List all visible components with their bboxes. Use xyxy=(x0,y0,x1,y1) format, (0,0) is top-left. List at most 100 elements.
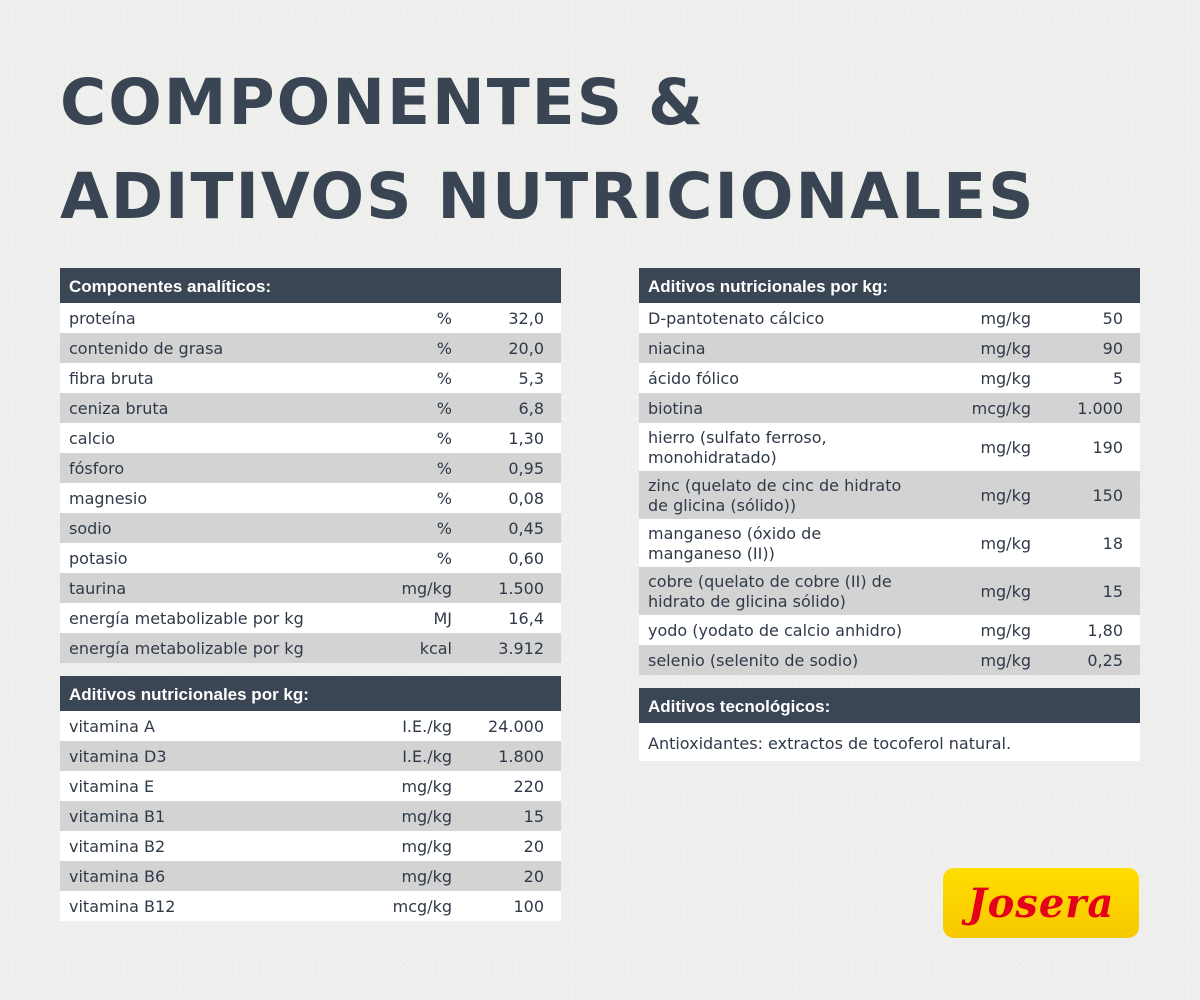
nutrient-name: taurina xyxy=(69,579,127,598)
nutrient-unit: mg/kg xyxy=(980,620,1031,640)
table-row: vitamina B1 mg/kg 15 xyxy=(60,801,561,831)
nutrient-value: 5,3 xyxy=(518,368,544,388)
nutrient-value: 24.000 xyxy=(488,716,544,736)
nutrient-name: magnesio xyxy=(69,489,148,508)
nutrient-value: 50 xyxy=(1102,308,1123,328)
mineral-additives-header: Aditivos nutricionales por kg: xyxy=(639,268,1140,303)
nutrient-name: D-pantotenato cálcico xyxy=(648,309,825,328)
table-row: taurina mg/kg 1.500 xyxy=(60,573,561,603)
table-row: cobre (quelato de cobre (II) de hidrato … xyxy=(639,567,1140,615)
table-row: potasio% 0,60 xyxy=(60,543,561,573)
nutrient-unit: mcg/kg xyxy=(971,398,1031,418)
nutrient-value: 16,4 xyxy=(508,608,544,628)
nutrient-value: 15 xyxy=(1102,581,1123,601)
analytical-components-header: Componentes analíticos: xyxy=(60,268,561,303)
table-row: ceniza bruta% 6,8 xyxy=(60,393,561,423)
nutrient-value: 1.000 xyxy=(1077,398,1123,418)
nutrient-unit: % xyxy=(436,458,452,478)
nutrient-value: 1.500 xyxy=(498,578,544,598)
nutrient-unit: mg/kg xyxy=(401,578,452,598)
left-column: Componentes analíticos: proteína% 32,0 con… xyxy=(60,268,561,934)
table-row: proteína% 32,0 xyxy=(60,303,561,333)
nutrient-unit: mg/kg xyxy=(980,581,1031,601)
nutrient-unit: mg/kg xyxy=(980,437,1031,457)
vitamin-additives-table: Aditivos nutricionales por kg: vitamina … xyxy=(60,676,561,921)
nutrient-unit: % xyxy=(436,308,452,328)
nutrient-unit: % xyxy=(436,338,452,358)
mineral-additives-table: Aditivos nutricionales por kg: D-pantote… xyxy=(639,268,1140,675)
page-title-line-2: ADITIVOS NUTRICIONALES xyxy=(60,160,1036,233)
page-title-line-1: COMPONENTES & xyxy=(60,66,705,139)
nutrient-unit: I.E./kg xyxy=(402,746,452,766)
nutrient-name: biotina xyxy=(648,399,704,418)
nutrient-name: selenio (selenito de sodio) xyxy=(648,651,859,670)
nutrient-name: energía metabolizable por kg xyxy=(69,609,304,628)
table-row: calcio% 1,30 xyxy=(60,423,561,453)
nutrient-unit: mg/kg xyxy=(401,806,452,826)
nutrient-value: 0,95 xyxy=(508,458,544,478)
nutrient-unit: mg/kg xyxy=(980,368,1031,388)
nutrient-unit: % xyxy=(436,548,452,568)
nutrient-name: niacina xyxy=(648,339,706,358)
nutrient-value: 0,60 xyxy=(508,548,544,568)
technological-additives-text: Antioxidantes: extractos de tocoferol na… xyxy=(639,723,1140,761)
table-row: vitamina B2 mg/kg 20 xyxy=(60,831,561,861)
table-row: vitamina D3 I.E./kg 1.800 xyxy=(60,741,561,771)
table-row: vitamina A I.E./kg 24.000 xyxy=(60,711,561,741)
nutrient-value: 18 xyxy=(1102,533,1123,553)
nutrient-name: potasio xyxy=(69,549,128,568)
table-row: zinc (quelato de cinc de hidrato de glic… xyxy=(639,471,1140,519)
nutrient-unit: % xyxy=(436,368,452,388)
nutrient-value: 3.912 xyxy=(498,638,544,658)
right-column: Aditivos nutricionales por kg: D-pantote… xyxy=(639,268,1140,774)
nutrient-value: 0,25 xyxy=(1087,650,1123,670)
nutrient-unit: mg/kg xyxy=(401,836,452,856)
nutrient-value: 1,30 xyxy=(508,428,544,448)
nutrient-name: ácido fólico xyxy=(648,369,739,388)
table-row: biotina mcg/kg 1.000 xyxy=(639,393,1140,423)
nutrient-unit: mg/kg xyxy=(980,485,1031,505)
analytical-components-table: Componentes analíticos: proteína% 32,0 con… xyxy=(60,268,561,663)
table-row: yodo (yodato de calcio anhidro) mg/kg 1,80 xyxy=(639,615,1140,645)
nutrient-value: 220 xyxy=(513,776,544,796)
nutrient-name: contenido de grasa xyxy=(69,339,224,358)
nutrient-value: 1,80 xyxy=(1087,620,1123,640)
table-row: energía metabolizable por kg kcal 3.912 xyxy=(60,633,561,663)
nutrient-value: 0,45 xyxy=(508,518,544,538)
table-row: hierro (sulfato ferroso, monohidratado) m… xyxy=(639,423,1140,471)
nutrient-name: yodo (yodato de calcio anhidro) xyxy=(648,621,903,640)
table-row: ácido fólico mg/kg 5 xyxy=(639,363,1140,393)
nutrient-name: vitamina B6 xyxy=(69,867,166,886)
nutrient-name: manganeso (óxido de manganeso (II)) xyxy=(648,524,822,563)
table-row: energía metabolizable por kg MJ 16,4 xyxy=(60,603,561,633)
table-row: vitamina E mg/kg 220 xyxy=(60,771,561,801)
nutrient-name: vitamina D3 xyxy=(69,747,167,766)
nutrient-name: zinc (quelato de cinc de hidrato de glic… xyxy=(648,476,902,515)
table-row: vitamina B12 mcg/kg 100 xyxy=(60,891,561,921)
table-row: niacina mg/kg 90 xyxy=(639,333,1140,363)
technological-additives-table: Aditivos tecnológicos: Antioxidantes: ex… xyxy=(639,688,1140,761)
nutrient-name: hierro (sulfato ferroso, monohidratado) xyxy=(648,428,827,467)
table-row: contenido de grasa% 20,0 xyxy=(60,333,561,363)
vitamin-additives-rows: vitamina A I.E./kg 24.000 vitamina D3 I.E./k… xyxy=(60,711,561,921)
nutrient-name: cobre (quelato de cobre (II) de hidrato … xyxy=(648,572,892,611)
table-row: sodio% 0,45 xyxy=(60,513,561,543)
mineral-additives-rows: D-pantotenato cálcico mg/kg 50 niacina mg/kg… xyxy=(639,303,1140,675)
nutrient-unit: % xyxy=(436,398,452,418)
nutrient-value: 190 xyxy=(1092,437,1123,457)
josera-logo: Josera xyxy=(943,868,1139,938)
nutrient-unit: mg/kg xyxy=(980,650,1031,670)
table-row: manganeso (óxido de manganeso (II)) mg/kg… xyxy=(639,519,1140,567)
nutrient-name: vitamina B2 xyxy=(69,837,166,856)
nutrient-value: 6,8 xyxy=(518,398,544,418)
nutrient-name: calcio xyxy=(69,429,116,448)
vitamin-additives-header: Aditivos nutricionales por kg: xyxy=(60,676,561,711)
nutrient-name: proteína xyxy=(69,309,136,328)
nutrient-value: 20 xyxy=(523,866,544,886)
nutrient-unit: % xyxy=(436,488,452,508)
nutrient-value: 100 xyxy=(513,896,544,916)
nutrient-unit: mg/kg xyxy=(980,308,1031,328)
nutrient-name: vitamina B1 xyxy=(69,807,166,826)
nutrient-unit: mcg/kg xyxy=(392,896,452,916)
technological-additives-header: Aditivos tecnológicos: xyxy=(639,688,1140,723)
